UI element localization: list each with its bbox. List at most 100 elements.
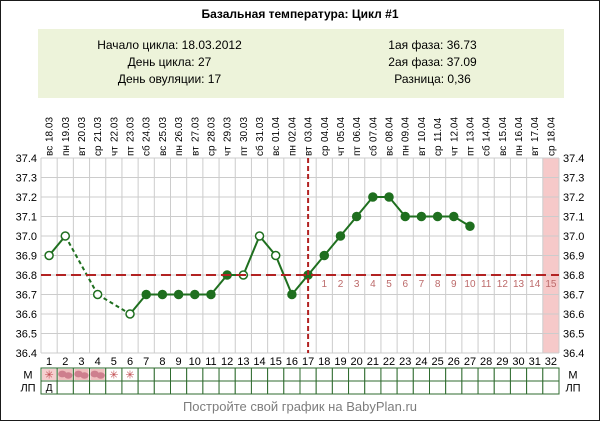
- day-number: 14: [253, 356, 265, 368]
- y-tick-right: 36.6: [563, 309, 584, 321]
- dpo-number: 11: [481, 279, 492, 290]
- date-label: 13.04: [465, 117, 476, 142]
- mark-cell: [477, 367, 495, 382]
- mark-cell: [445, 367, 463, 382]
- y-tick-right: 36.8: [563, 270, 584, 282]
- date-label: 23.03: [126, 117, 137, 142]
- day-number: 9: [176, 356, 182, 368]
- mark-cell: [526, 367, 544, 382]
- weekday-label: вс: [45, 146, 56, 156]
- y-tick-left: 36.5: [16, 329, 37, 341]
- date-label: 25.03: [158, 117, 169, 142]
- cycle-info-right: 1ая фаза: 36.73 2ая фаза: 37.09 Разница:…: [301, 37, 564, 98]
- row-label-lp-left: ЛП: [20, 383, 35, 395]
- mark-cell: [137, 367, 155, 382]
- date-label: 20.03: [77, 117, 88, 142]
- dpo-number: 15: [545, 279, 557, 290]
- date-label: 18.03: [45, 117, 56, 142]
- date-label: 03.04: [304, 117, 315, 142]
- menses-mark-icon: [64, 372, 73, 379]
- day-number: 11: [205, 356, 216, 368]
- mark-cell: [89, 380, 107, 395]
- mark-cell: [72, 380, 91, 395]
- y-tick-left: 36.8: [16, 270, 37, 282]
- y-tick-right: 37.2: [563, 192, 584, 204]
- mark-cell: [299, 367, 317, 382]
- date-label: 12.04: [449, 117, 460, 142]
- mark-cell: [202, 367, 220, 382]
- day-number: 4: [95, 356, 101, 368]
- y-tick-left: 36.9: [16, 251, 37, 263]
- weekday-label: пт: [239, 146, 250, 156]
- mark-cell: [315, 380, 333, 395]
- mark-cell: [56, 380, 74, 395]
- weekday-label: сб: [367, 145, 379, 156]
- mark-cell: [364, 367, 382, 382]
- date-label: 08.04: [385, 117, 396, 142]
- spotting-star-icon: ✳: [44, 370, 53, 382]
- day-number: 20: [351, 356, 363, 368]
- day-number: 12: [221, 356, 233, 368]
- data-point: [173, 289, 184, 300]
- weekday-label: пт: [352, 146, 363, 156]
- day-number-labels: 1 2 3 4 5 6 7 8 9 10 11 12 13 14 15 16 17 18 19 20 21 22 23 24 2…: [46, 356, 557, 368]
- mark-cell: [364, 380, 382, 395]
- mark-cell: [331, 367, 350, 382]
- mark-cell: [267, 367, 285, 382]
- mark-cell: [218, 380, 236, 395]
- date-label: 09.04: [401, 117, 412, 142]
- day-number: 23: [399, 356, 411, 368]
- data-point: [190, 289, 200, 300]
- weekday-label: пн: [514, 145, 525, 156]
- weekday-label: чт: [223, 146, 234, 156]
- mark-cell: [170, 380, 188, 395]
- dpo-number: 1: [322, 279, 328, 290]
- date-label: 26.03: [174, 117, 185, 142]
- y-tick-left: 37.0: [16, 231, 37, 243]
- weekday-label: вс: [498, 146, 509, 156]
- y-tick-left: 37.2: [16, 192, 37, 204]
- weekday-label: пн: [174, 145, 185, 156]
- weekday-label: ср: [320, 145, 331, 156]
- data-point-open: [60, 231, 71, 241]
- row-label-m-left: М: [23, 370, 32, 382]
- y-tick-right: 36.9: [563, 251, 584, 263]
- day-number: 1: [46, 356, 52, 368]
- day-number: 28: [480, 356, 492, 368]
- grid: [40, 157, 560, 354]
- mark-cell: [380, 367, 398, 382]
- weekday-label: ср: [433, 145, 444, 156]
- mark-cell: [137, 380, 155, 395]
- data-point: [157, 289, 168, 300]
- cycle-info-box: Начало цикла: 18.03.2012 День цикла: 27 …: [38, 29, 564, 98]
- mark-cell: [267, 380, 285, 395]
- data-point: [319, 250, 330, 261]
- weekday-label: сб: [254, 145, 266, 156]
- dpo-number: 5: [386, 279, 392, 290]
- footer-text: Постройте свой график на BabyPlan.ru: [182, 399, 418, 414]
- day-number: 3: [78, 356, 84, 368]
- data-point: [335, 231, 346, 241]
- data-point: [432, 211, 443, 222]
- day-number: 17: [302, 356, 314, 368]
- dpo-number: 14: [529, 279, 541, 290]
- y-tick-left: 36.6: [16, 309, 37, 321]
- info-ovulation-day: День овуляции: 17: [117, 72, 222, 86]
- mark-cell: [250, 380, 269, 395]
- date-label: 01.04: [271, 117, 282, 142]
- day-number: 19: [334, 356, 346, 368]
- mark-cell: [234, 367, 252, 382]
- mark-cell: [202, 380, 220, 395]
- date-label: 27.03: [190, 117, 201, 142]
- day-number: 25: [431, 356, 443, 368]
- day-number: 24: [415, 356, 427, 368]
- data-point: [449, 211, 459, 222]
- mark-cell: [461, 380, 479, 395]
- y-tick-right: 37.0: [563, 231, 584, 243]
- dpo-labels: 1 2 3 4 5 6 7 8 9 10 11 12 13 14 15: [322, 279, 557, 290]
- weekday-label: вс: [385, 146, 396, 156]
- day-number: 27: [464, 356, 476, 368]
- info-cycle-start: Начало цикла: 18.03.2012: [97, 38, 242, 52]
- dpo-number: 8: [435, 279, 441, 290]
- mark-cell: [542, 367, 560, 382]
